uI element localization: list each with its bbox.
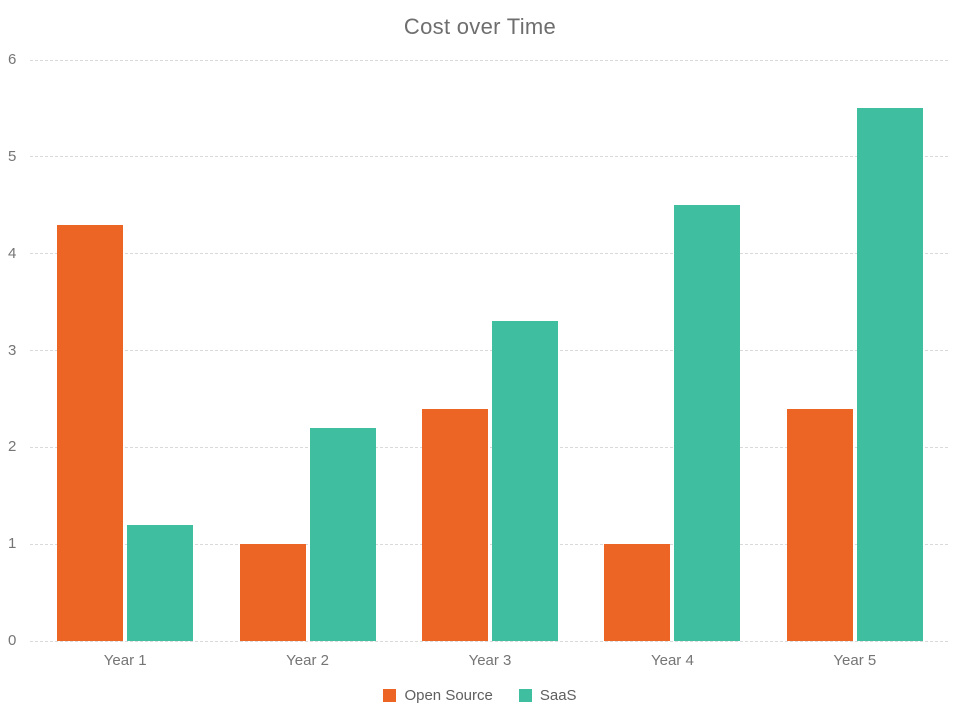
legend: Open Source SaaS	[0, 687, 960, 704]
gridline-y-3	[30, 350, 950, 351]
x-axis: Year 1 Year 2 Year 3 Year 4 Year 5	[34, 652, 946, 672]
gridline-y-2	[30, 446, 950, 448]
gridline-y-4	[30, 253, 950, 255]
legend-item-saas: SaaS	[518, 687, 577, 704]
legend-label: SaaS	[539, 687, 577, 704]
legend-label: Open Source	[404, 687, 493, 704]
bar-saas-year-5	[856, 108, 923, 641]
y-axis-tick-label: 1	[8, 535, 17, 553]
y-axis-tick-label: 4	[8, 244, 17, 262]
x-axis-tick-label: Year 1	[103, 652, 147, 669]
x-axis-tick-label: Year 2	[286, 652, 329, 669]
bar-open-source-year-2	[239, 544, 306, 641]
gridline-y-5	[30, 156, 950, 158]
gridline-y-6	[30, 59, 950, 61]
gridline-y-1	[30, 543, 950, 545]
bar-saas-year-3	[492, 321, 558, 641]
x-axis-tick-label: Year 5	[833, 652, 877, 669]
x-axis-tick-label: Year 3	[468, 652, 512, 669]
y-axis-tick-label: 6	[8, 51, 17, 68]
legend-swatch-icon	[383, 689, 397, 702]
gridline-y-0	[30, 640, 950, 642]
bar-open-source-year-3	[422, 408, 488, 641]
chart-title: Cost over Time	[403, 14, 557, 39]
y-axis-tick-label: 5	[8, 147, 17, 165]
bar-saas-year-1	[127, 524, 194, 641]
y-axis-tick-label: 0	[8, 632, 17, 649]
legend-item-open-source: Open Source	[383, 687, 493, 704]
bar-saas-year-2	[309, 427, 376, 641]
bar-open-source-year-4	[604, 544, 671, 641]
bar-saas-year-4	[674, 205, 741, 641]
bar-open-source-year-5	[786, 408, 853, 641]
plot-area	[30, 59, 950, 642]
x-axis-tick-label: Year 4	[650, 652, 694, 669]
y-axis-tick-label: 2	[8, 438, 17, 456]
bar-open-source-year-1	[57, 224, 124, 641]
y-axis-tick-label: 3	[8, 341, 17, 359]
legend-swatch-icon	[518, 689, 532, 702]
